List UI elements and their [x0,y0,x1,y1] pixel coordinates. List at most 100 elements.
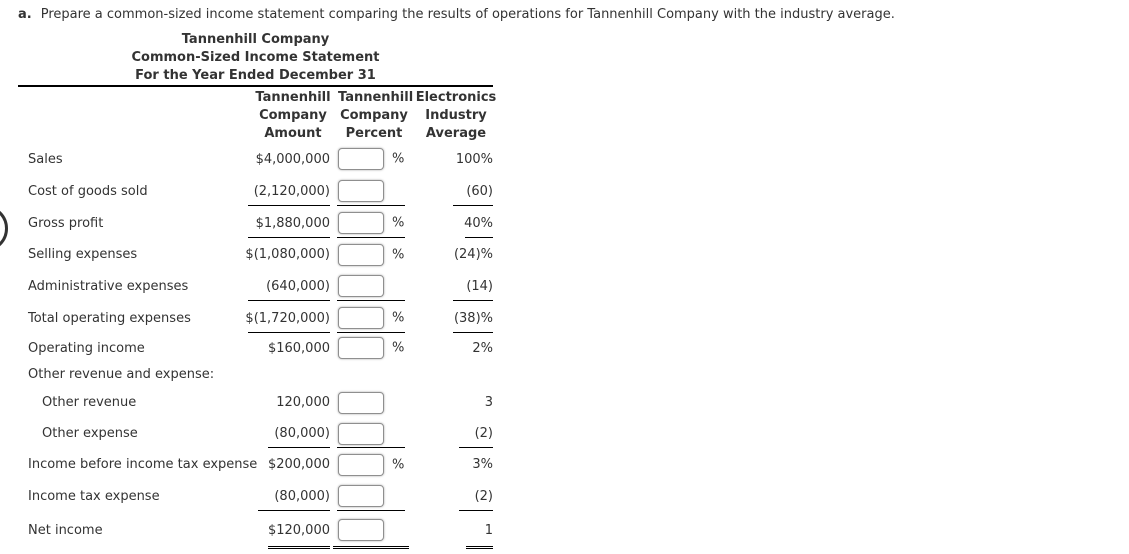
statement-row: Operating income $160,000% 2% [18,336,493,364]
column-gap [330,145,337,177]
column-gap [405,482,449,514]
percent-underline [337,205,405,206]
percent-input[interactable] [338,519,384,541]
statement-row: Other revenue and expense: [18,364,493,389]
column-gap [405,145,449,177]
column-headers: Tannenhill Company Amount Tannenhill Com… [248,89,1129,145]
title-company: Tannenhill Company [181,32,330,47]
column-gap [330,451,337,482]
row-label: Total operating expenses [28,310,191,326]
percent-underline [333,546,409,549]
title-period: For the Year Ended December 31 [135,68,376,83]
industry-underline [459,510,493,511]
industry-underline [453,205,493,206]
column-gap [330,482,337,514]
column-gap [405,209,449,241]
percent-input[interactable] [338,180,384,202]
row-label: Net income [28,522,103,538]
percent-underline [337,300,405,301]
statement-row: Gross profit $1,880,000% 40% [18,209,493,241]
amount-underline [248,205,330,206]
industry-cell: 100% [449,145,493,173]
percent-input-cell [337,177,405,206]
industry-cell: (2) [449,420,493,448]
industry-value: 40% [464,215,493,231]
amount-underline [248,300,330,301]
statement-rows: Sales $4,000,000% 100% Cost of goods sold (2… [18,145,493,550]
percent-input[interactable] [338,275,384,297]
industry-cell: 3% [449,451,493,478]
amount-value: (80,000) [274,488,330,504]
percent-input[interactable] [338,307,384,329]
industry-cell: (38)% [449,304,493,333]
amount-cell: $120,000 [248,514,330,549]
column-gap [405,514,449,550]
industry-value: 100% [455,151,493,167]
amount-value: $4,000,000 [255,151,330,167]
amount-underline [248,237,330,238]
row-label: Income before income tax expense [28,457,258,472]
industry-underline [466,546,493,549]
amount-underline [258,510,330,511]
section-label: Other revenue and expense: [28,367,215,382]
industry-cell: 1 [449,514,493,549]
industry-value: (60) [466,183,493,199]
amount-cell: 120,000 [248,389,330,416]
column-gap [330,336,337,364]
amount-cell: (80,000) [248,420,330,448]
percent-input[interactable] [338,453,384,476]
title-statement: Common-Sized Income Statement [131,50,380,65]
row-label: Other revenue [42,395,137,410]
percent-input-cell [337,482,405,511]
industry-underline [465,237,493,238]
amount-cell: $(1,720,000) [245,304,330,333]
amount-cell: $4,000,000 [248,145,330,173]
percent-input[interactable] [338,391,384,414]
industry-cell: 2% [449,336,493,360]
industry-value: (2) [474,488,493,504]
row-label: Sales [28,151,63,167]
percent-input[interactable] [338,148,384,170]
industry-underline [453,332,493,333]
statement-row: Sales $4,000,000% 100% [18,145,493,177]
percent-input[interactable] [338,422,384,445]
percent-input-cell: % [337,145,405,173]
amount-value: $(1,720,000) [245,310,330,326]
partial-circle-decoration [0,205,8,252]
instruction-line: a. Prepare a common-sized income statemen… [0,0,1129,29]
amount-cell: (80,000) [248,482,330,511]
statement-row: Cost of goods sold (2,120,000) (60) [18,177,493,209]
column-gap [330,209,337,241]
percent-sign: % [392,215,405,231]
industry-value: 1 [484,522,493,538]
amount-cell: $(1,080,000) [245,241,330,268]
percent-input-cell [337,389,405,416]
percent-input-cell [333,514,409,549]
row-label: Income tax expense [28,488,160,504]
column-gap [330,241,337,272]
industry-underline [459,447,493,448]
column-header-percent: Tannenhill Company Percent [338,90,414,141]
industry-underline [453,300,493,301]
industry-value: 2% [472,340,493,356]
column-header-amount: Tannenhill Company Amount [255,90,331,141]
industry-cell: (14) [449,272,493,301]
statement-row: Net income $120,000 1 [18,514,493,550]
amount-value: (2,120,000) [253,183,330,199]
industry-value: (38)% [453,310,493,326]
industry-value: (2) [474,426,493,441]
column-gap [405,272,449,304]
percent-input[interactable] [338,485,384,507]
percent-input[interactable] [338,212,384,234]
percent-input[interactable] [338,243,384,266]
row-label: Other expense [42,426,138,441]
percent-input[interactable] [338,337,384,359]
percent-input-cell: % [337,209,405,238]
percent-sign: % [392,151,405,167]
amount-value: $160,000 [267,340,330,356]
amount-value: $1,880,000 [255,215,330,231]
percent-underline [337,447,405,448]
column-gap [405,420,449,451]
amount-underline [248,332,330,333]
